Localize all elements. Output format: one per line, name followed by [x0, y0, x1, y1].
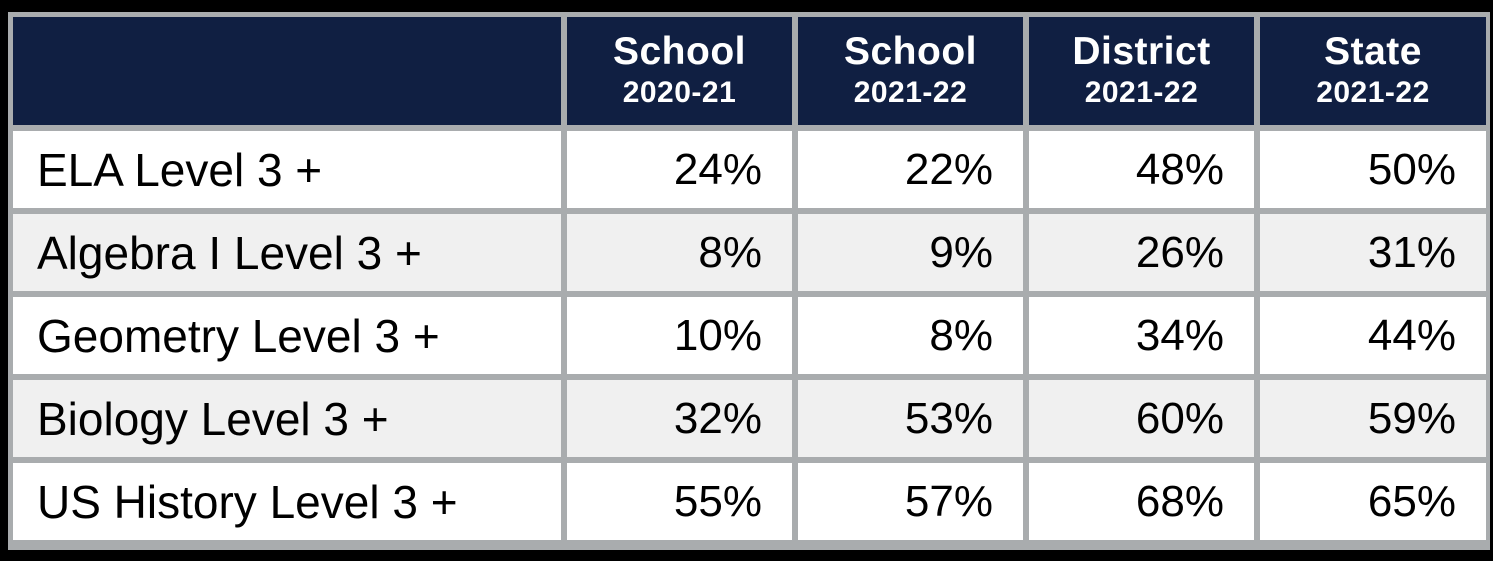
value-biology-school-2020-21: 32%	[567, 380, 792, 457]
column-header-year: 2021-22	[853, 76, 968, 110]
assessment-results-table: School 2020-21 School 2021-22 District 2…	[8, 12, 1490, 550]
value-geometry-district-2021-22: 34%	[1029, 297, 1254, 374]
value-biology-district-2021-22: 60%	[1029, 380, 1254, 457]
column-header-state-2021-22: State 2021-22	[1260, 17, 1486, 125]
column-header-school-2021-22: School 2021-22	[798, 17, 1023, 125]
column-header-year: 2021-22	[1316, 76, 1430, 110]
column-header-district-2021-22: District 2021-22	[1029, 17, 1254, 125]
value-us-history-state-2021-22: 65%	[1260, 463, 1486, 540]
row-label-us-history: US History Level 3 +	[13, 463, 561, 540]
row-label-biology: Biology Level 3 +	[13, 380, 561, 457]
row-label-algebra-i: Algebra I Level 3 +	[13, 214, 561, 291]
value-biology-school-2021-22: 53%	[798, 380, 1023, 457]
value-algebra-school-2020-21: 8%	[567, 214, 792, 291]
value-ela-school-2020-21: 24%	[567, 131, 792, 208]
value-geometry-school-2021-22: 8%	[798, 297, 1023, 374]
column-header-year: 2020-21	[622, 76, 737, 110]
value-ela-district-2021-22: 48%	[1029, 131, 1254, 208]
column-header-label: School	[843, 30, 977, 74]
value-geometry-state-2021-22: 44%	[1260, 297, 1486, 374]
table-grid: School 2020-21 School 2021-22 District 2…	[13, 17, 1486, 540]
value-us-history-district-2021-22: 68%	[1029, 463, 1254, 540]
row-label-ela: ELA Level 3 +	[13, 131, 561, 208]
value-us-history-school-2020-21: 55%	[567, 463, 792, 540]
value-us-history-school-2021-22: 57%	[798, 463, 1023, 540]
column-header-school-2020-21: School 2020-21	[567, 17, 792, 125]
value-ela-school-2021-22: 22%	[798, 131, 1023, 208]
column-header-label: State	[1324, 30, 1422, 74]
row-label-geometry: Geometry Level 3 +	[13, 297, 561, 374]
value-biology-state-2021-22: 59%	[1260, 380, 1486, 457]
value-geometry-school-2020-21: 10%	[567, 297, 792, 374]
value-algebra-state-2021-22: 31%	[1260, 214, 1486, 291]
value-ela-state-2021-22: 50%	[1260, 131, 1486, 208]
value-algebra-school-2021-22: 9%	[798, 214, 1023, 291]
column-header-label: District	[1072, 30, 1211, 74]
column-header-year: 2021-22	[1084, 76, 1199, 110]
corner-header-cell	[13, 17, 561, 125]
value-algebra-district-2021-22: 26%	[1029, 214, 1254, 291]
column-header-label: School	[612, 30, 746, 74]
